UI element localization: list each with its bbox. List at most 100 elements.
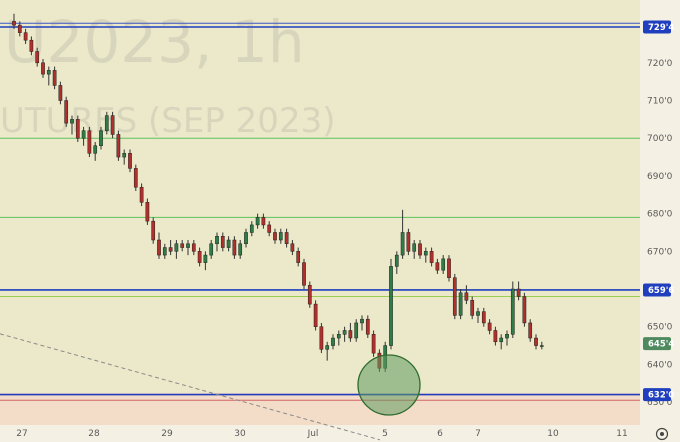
candle-body [151,220,156,241]
gear-icon-center [660,432,664,436]
candle-body [110,115,115,135]
watermark-symbol: U2023, 1h [4,8,305,76]
date-tick-label: 29 [161,429,173,439]
date-tick-label: 7 [475,429,481,439]
price-badge-text: 645'4 [648,340,674,350]
candle-body [145,202,150,222]
price-tick-label: 670'0 [647,247,673,257]
candle-body [534,337,538,346]
candle-body [400,232,405,256]
candle-body [447,258,451,278]
candle-body [464,292,469,301]
settings-button[interactable] [655,427,669,441]
candle-body [516,288,521,297]
price-badge-text: 659'6 [648,286,674,296]
candle-body [238,243,243,256]
watermark: U2023, 1h UTURES (SEP 2023) [0,8,335,141]
candle-body [87,130,92,154]
candle-body [232,239,237,256]
candle-body [273,232,277,241]
date-tick-label: 27 [16,429,27,439]
candle-body [41,62,45,75]
candle-body [481,311,486,324]
candle-body [203,254,208,263]
candle-body [209,243,214,256]
watermark-description: UTURES (SEP 2023) [0,101,335,141]
candle-body [505,334,509,339]
candle-body [128,153,132,169]
candle-body [191,243,196,252]
candle-body [313,303,318,327]
candle-body [249,224,254,233]
candle-body [539,345,544,347]
price-tick-label: 690'0 [647,172,673,182]
time-axis-panel[interactable] [0,425,640,442]
candle-body [331,337,335,346]
price-badge [643,20,671,34]
price-badge [643,283,671,297]
candle-body [75,119,80,139]
price-tick-label: 630'0 [647,398,673,408]
candle-body [360,318,364,324]
candle-body [186,243,190,248]
candle-body [418,243,422,256]
price-tick-label: 720'0 [647,59,673,69]
candle-body [452,277,457,316]
candle-body [429,251,434,263]
candle-body [99,130,103,147]
candle-body [441,258,446,271]
date-tick-label: Jul [307,429,319,439]
price-badge-text: 632'0 [648,391,674,401]
candle-body [23,32,28,41]
highlight-circle[interactable] [357,354,421,416]
horizontal-levels[interactable] [0,22,640,401]
time-axis-labels: 27 28 29 30 Jul 5 6 7 10 11 [16,429,627,439]
candle-body [371,334,376,354]
dashed-trendline[interactable] [0,333,381,441]
candle-body [406,232,411,252]
candle-body [476,311,480,316]
candle-body [220,235,225,248]
candle-body [157,239,161,256]
candle-body [162,247,167,256]
candle-body [284,232,289,245]
trendline[interactable] [0,333,381,441]
date-tick-label: 6 [437,429,443,439]
price-tick-label: 700'0 [647,134,673,144]
candle-body [307,284,312,305]
price-badge [643,337,671,351]
candle-body [104,115,109,131]
plot-background [0,0,640,425]
candle-body [354,322,359,339]
candle-body [116,134,121,158]
candle-body [528,322,533,339]
candlestick-series [12,13,544,372]
date-tick-label: 11 [616,429,627,439]
candle-body [122,153,127,158]
candle-body [499,337,504,343]
candle-body [522,296,527,324]
candle-body [261,217,266,226]
price-badge [643,388,671,402]
candle-body [278,232,283,241]
candle-body [244,232,248,245]
candle-body [325,345,330,350]
date-tick-label: 28 [88,429,100,439]
candle-body [458,292,463,316]
candle-body [58,85,63,101]
date-tick-label: 30 [234,429,246,439]
candle-body [389,266,393,346]
candle-body [12,21,16,26]
candle-body [64,100,69,124]
price-axis-panel[interactable] [640,0,680,442]
candle-body [29,39,34,52]
candle-body [493,330,498,343]
lower-zone-background [0,393,640,425]
candle-body [336,334,341,339]
gear-icon[interactable] [655,427,669,441]
candle-body [394,254,399,267]
candle-body [70,119,74,124]
candle-body [197,251,202,263]
